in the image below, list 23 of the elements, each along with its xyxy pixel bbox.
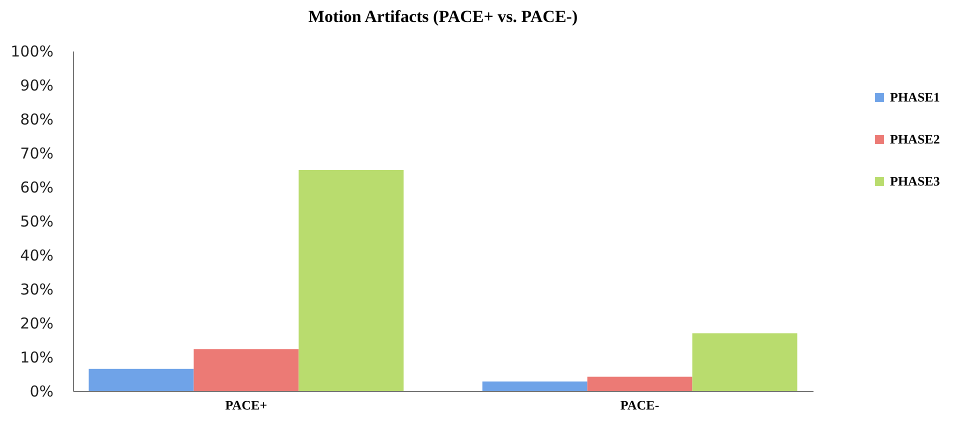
y-tick-label: 100%	[10, 42, 54, 60]
bar	[587, 376, 692, 391]
y-tick-label: 60%	[20, 178, 54, 196]
bar	[692, 333, 798, 391]
bar	[482, 381, 588, 391]
legend-label: PHASE1	[890, 90, 940, 104]
y-tick-label: 10%	[20, 348, 54, 366]
y-tick-label: 20%	[20, 314, 54, 332]
y-tick-label: 50%	[20, 212, 54, 230]
bar	[88, 368, 194, 391]
x-tick-label: PACE-	[620, 398, 660, 412]
x-tick-label: PACE+	[225, 398, 268, 412]
y-tick-label: 80%	[20, 110, 54, 128]
bar	[194, 349, 299, 391]
y-tick-label: 30%	[20, 280, 54, 298]
legend-label: PHASE2	[890, 132, 940, 146]
y-tick-label: 40%	[20, 246, 54, 264]
bar	[298, 170, 404, 391]
y-tick-label: 70%	[20, 144, 54, 162]
y-tick-label: 0%	[30, 382, 54, 400]
y-tick-label: 90%	[20, 76, 54, 94]
chart-title: Motion Artifacts (PACE+ vs. PACE-)	[308, 7, 578, 26]
legend-label: PHASE3	[890, 174, 940, 188]
